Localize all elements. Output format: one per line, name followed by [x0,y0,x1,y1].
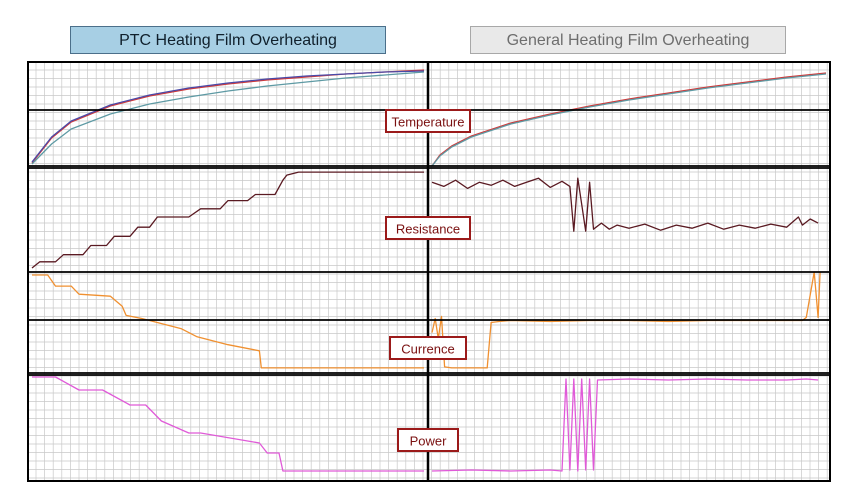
ptc-film-title: PTC Heating Film Overheating [70,26,386,54]
panel-label-text: Resistance [396,222,460,237]
temperature-series-ptc-2 [31,71,425,165]
power-series-ptc-0 [32,376,424,472]
temperature-series-general-4 [431,73,827,167]
panel-label-text: Temperature [392,115,465,130]
temperature-series-ptc-1 [31,70,425,163]
power-series-general-1 [431,378,819,472]
panel-label-power: Power [397,428,459,452]
panel-label-temperature: Temperature [385,109,471,133]
general-film-title: General Heating Film Overheating [470,26,786,54]
panel-label-box [385,216,471,240]
chart-frame [27,61,831,482]
panel-label-resistance: Resistance [385,216,471,240]
panel-label-text: Currence [401,342,454,357]
panel-label-box [385,109,471,133]
resistance-series-general-1 [431,177,819,232]
panel-label-currence: Currence [389,336,467,360]
panel-label-box [389,336,467,360]
resistance-series-ptc-0 [31,171,424,269]
panel-labels: Temperature Resistance Currence Power [385,109,471,452]
currence-series-ptc-0 [32,274,424,369]
panel-label-box [397,428,459,452]
panel-label-text: Power [410,434,448,449]
temperature-series-general-3 [431,72,827,167]
